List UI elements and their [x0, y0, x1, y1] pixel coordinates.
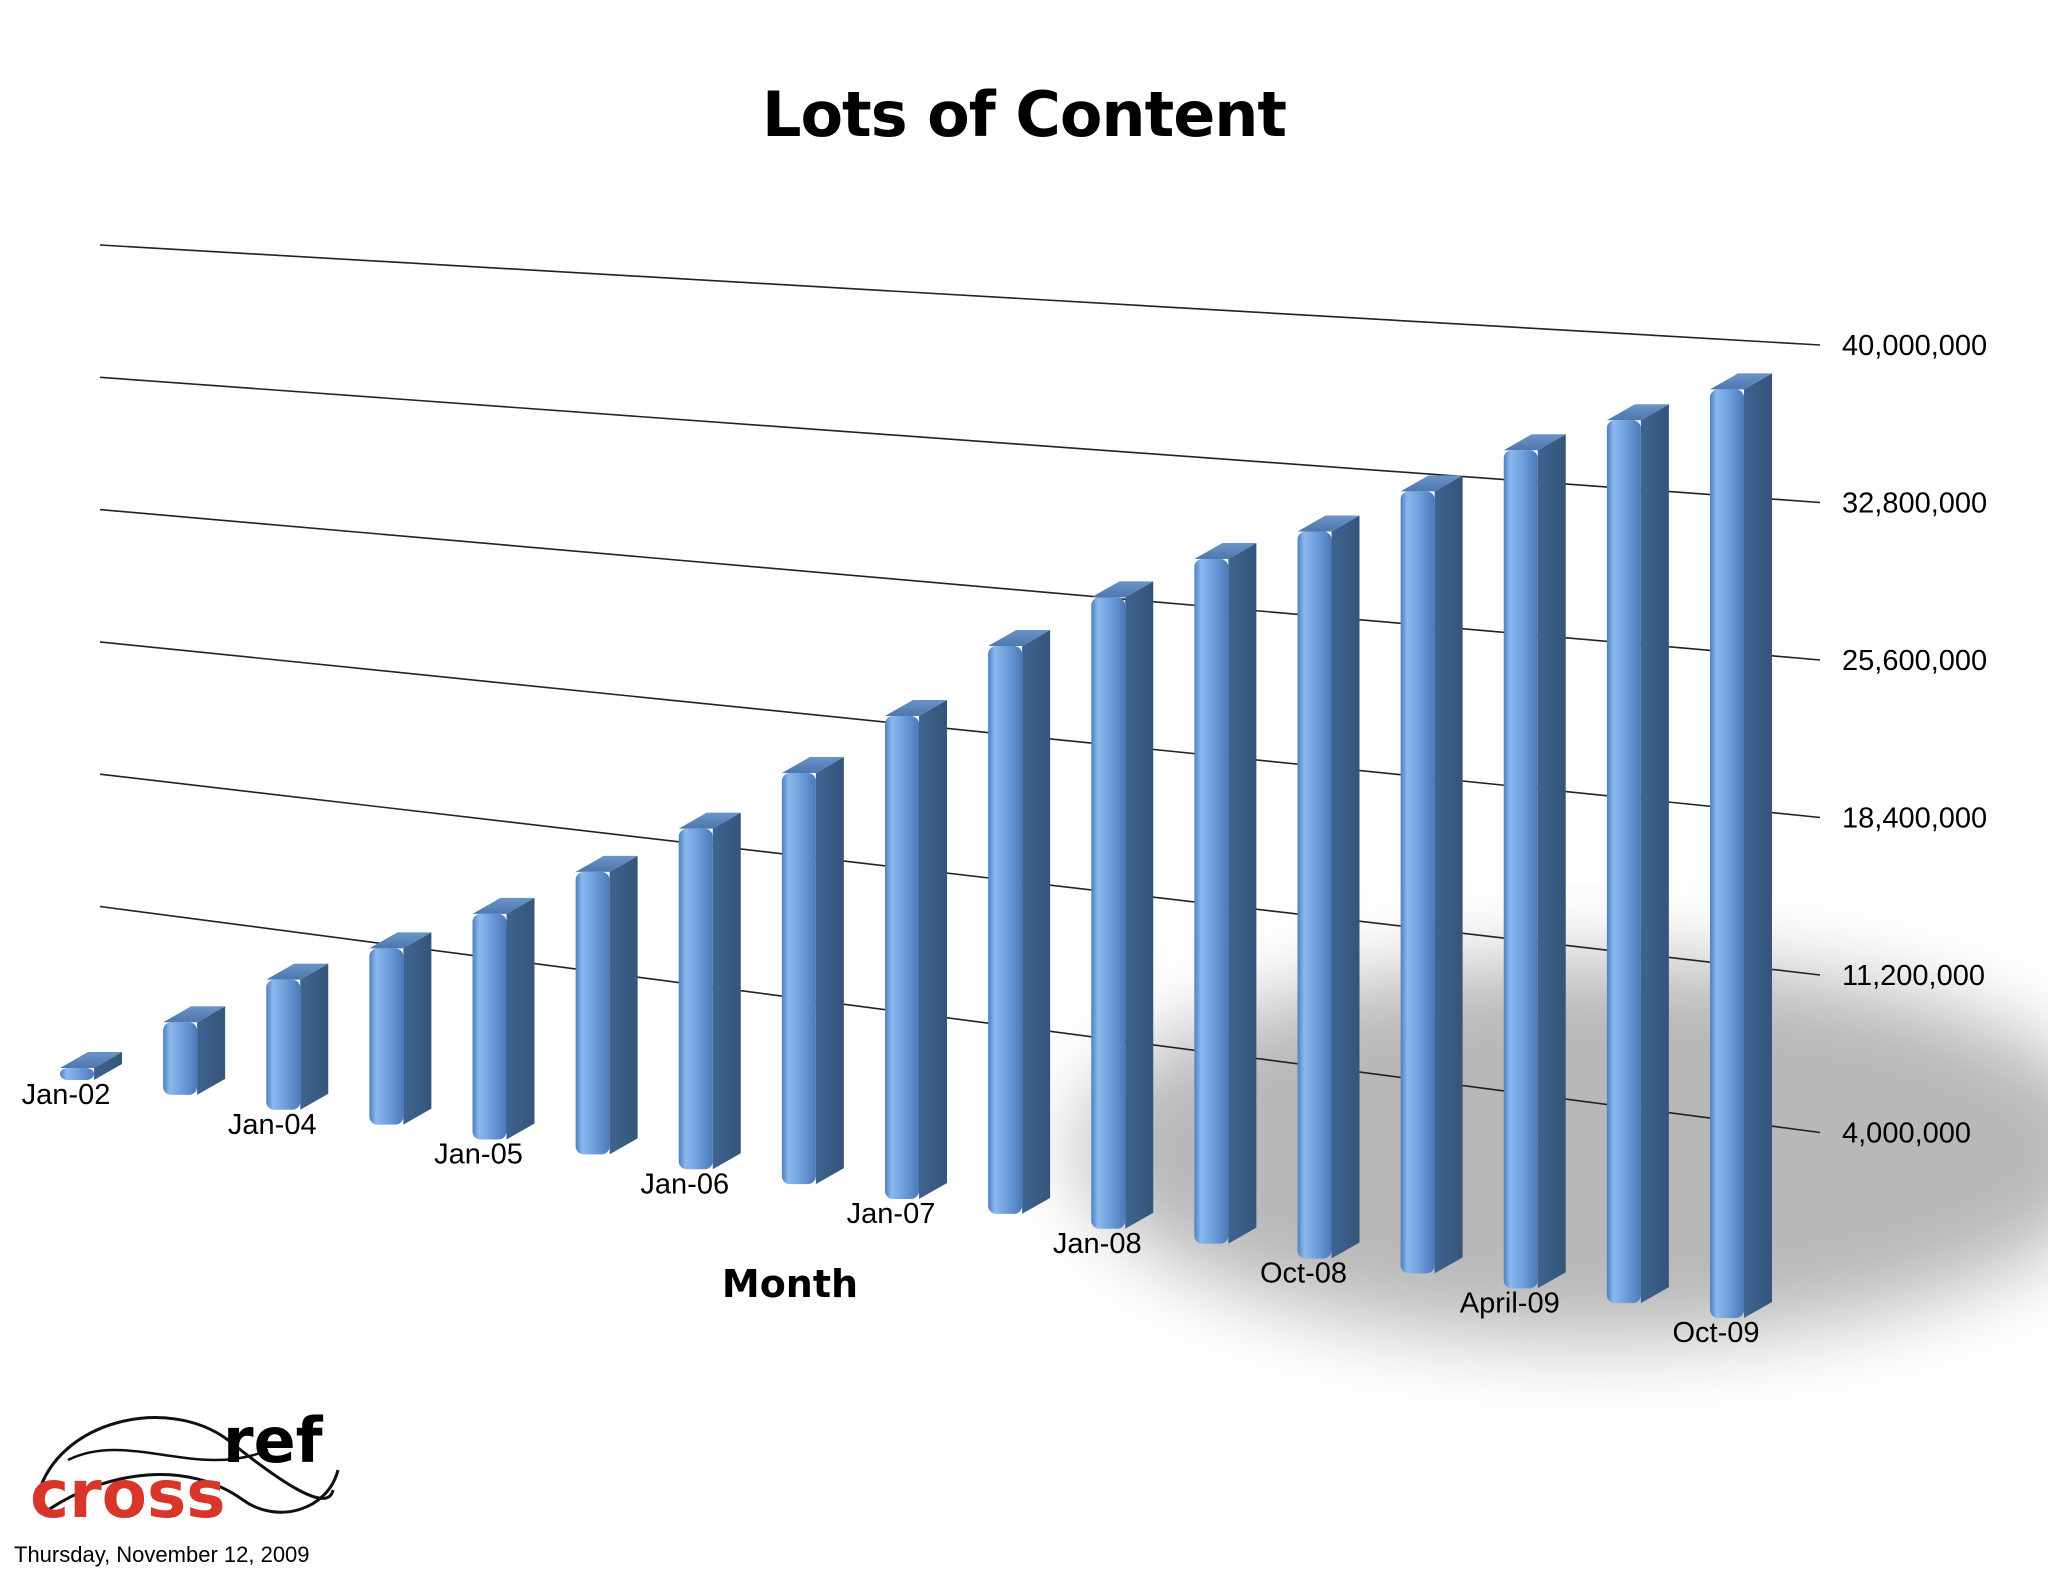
x-tick-label: April-09 [1460, 1287, 1560, 1319]
bar-front [1710, 389, 1744, 1318]
bar [266, 963, 329, 1110]
bar [1710, 373, 1772, 1318]
x-tick-label: Jan-05 [434, 1139, 523, 1171]
bar-front [1503, 450, 1538, 1289]
bar-front [885, 715, 919, 1199]
bar-top [1606, 404, 1669, 421]
bar-side [1537, 434, 1566, 1289]
bar-top [1297, 515, 1360, 532]
bar-side [506, 897, 535, 1140]
x-tick-label: Oct-09 [1672, 1317, 1759, 1349]
bar-top [988, 630, 1051, 647]
x-tick-label: Jan-06 [640, 1168, 729, 1200]
bar-side [1331, 515, 1360, 1259]
bar-side [712, 812, 741, 1170]
footer-date: Thursday, November 12, 2009 [14, 1542, 310, 1567]
bar-front [1297, 531, 1332, 1259]
bar-front [1606, 420, 1641, 1304]
bar-front [575, 871, 610, 1155]
bar-side [1022, 630, 1051, 1214]
chart-title: Lots of Content [761, 78, 1287, 151]
bar-front [163, 1022, 198, 1095]
bar-side [300, 963, 329, 1110]
x-axis-title: Month [722, 1262, 858, 1306]
bar-top [1503, 434, 1566, 451]
y-tick-label: 4,000,000 [1842, 1118, 1971, 1150]
gridline [99, 244, 1821, 346]
bar-front [472, 913, 507, 1140]
x-axis-ticks: Jan-02 Jan-04 Jan-05 Jan-06 Jan-07 Jan-08 Oct-… [22, 1079, 1760, 1349]
x-tick-label: Oct-08 [1260, 1258, 1347, 1290]
y-tick-label: 32,800,000 [1842, 488, 1987, 520]
bar-top [1194, 543, 1257, 560]
bar-side [1640, 404, 1669, 1304]
bar [575, 855, 638, 1155]
bar [885, 699, 947, 1199]
bar-side [1228, 543, 1257, 1244]
bar [1606, 404, 1669, 1304]
logo-text-ref: ref [223, 1404, 324, 1477]
y-tick-label: 11,200,000 [1842, 960, 1985, 992]
bar [163, 1006, 226, 1095]
bar [1194, 543, 1257, 1244]
bar [781, 757, 844, 1185]
bar [472, 897, 535, 1140]
bar-top [60, 1052, 122, 1068]
bar-top [781, 757, 844, 774]
bar-top [575, 855, 638, 872]
bar-front [1400, 491, 1435, 1274]
bar-front [1194, 559, 1229, 1244]
x-tick-label: Jan-07 [847, 1198, 936, 1230]
bar-front [1091, 597, 1126, 1229]
logo-text-cross: cross [30, 1456, 226, 1530]
y-tick-label: 25,600,000 [1842, 645, 1987, 677]
bar-top [1091, 581, 1154, 598]
bar [678, 812, 741, 1170]
bar-side [197, 1006, 226, 1095]
bar [1297, 515, 1360, 1259]
bar-front [266, 979, 301, 1110]
bar-top [678, 812, 741, 829]
y-tick-label: 18,400,000 [1842, 803, 1987, 835]
bar-side [609, 855, 638, 1155]
bar-side [1125, 581, 1154, 1229]
x-tick-label: Jan-02 [22, 1079, 111, 1111]
bar-top [472, 897, 535, 914]
bar [1400, 475, 1463, 1274]
bar-side [403, 932, 432, 1125]
x-tick-label: Jan-08 [1053, 1228, 1142, 1260]
bar-side [815, 757, 844, 1185]
bar [1503, 434, 1566, 1289]
bar-side [1434, 475, 1463, 1274]
bar [369, 932, 432, 1125]
x-tick-label: Jan-04 [228, 1109, 317, 1141]
bar-front [678, 828, 713, 1170]
bar-front [60, 1068, 94, 1080]
bar-front [988, 646, 1023, 1214]
bar-top [885, 699, 947, 716]
y-tick-label: 40,000,000 [1842, 330, 1987, 362]
bar-top [1400, 475, 1463, 492]
bar-side [919, 699, 947, 1199]
bars [60, 373, 1772, 1318]
bar-top [1710, 373, 1772, 390]
bar-top [369, 932, 432, 949]
bar [988, 630, 1051, 1214]
bar [1091, 581, 1154, 1229]
bar-top [163, 1006, 226, 1023]
bar-front [781, 773, 816, 1185]
bar-front [369, 948, 404, 1125]
bar-top [266, 963, 329, 980]
crossref-logo: ref cross [30, 1404, 340, 1530]
y-axis-ticks: 4,000,000 11,200,000 18,400,000 25,600,000 3… [1842, 330, 1987, 1150]
bar-side [1744, 373, 1772, 1318]
bar-side [94, 1052, 122, 1080]
bar [60, 1052, 122, 1080]
